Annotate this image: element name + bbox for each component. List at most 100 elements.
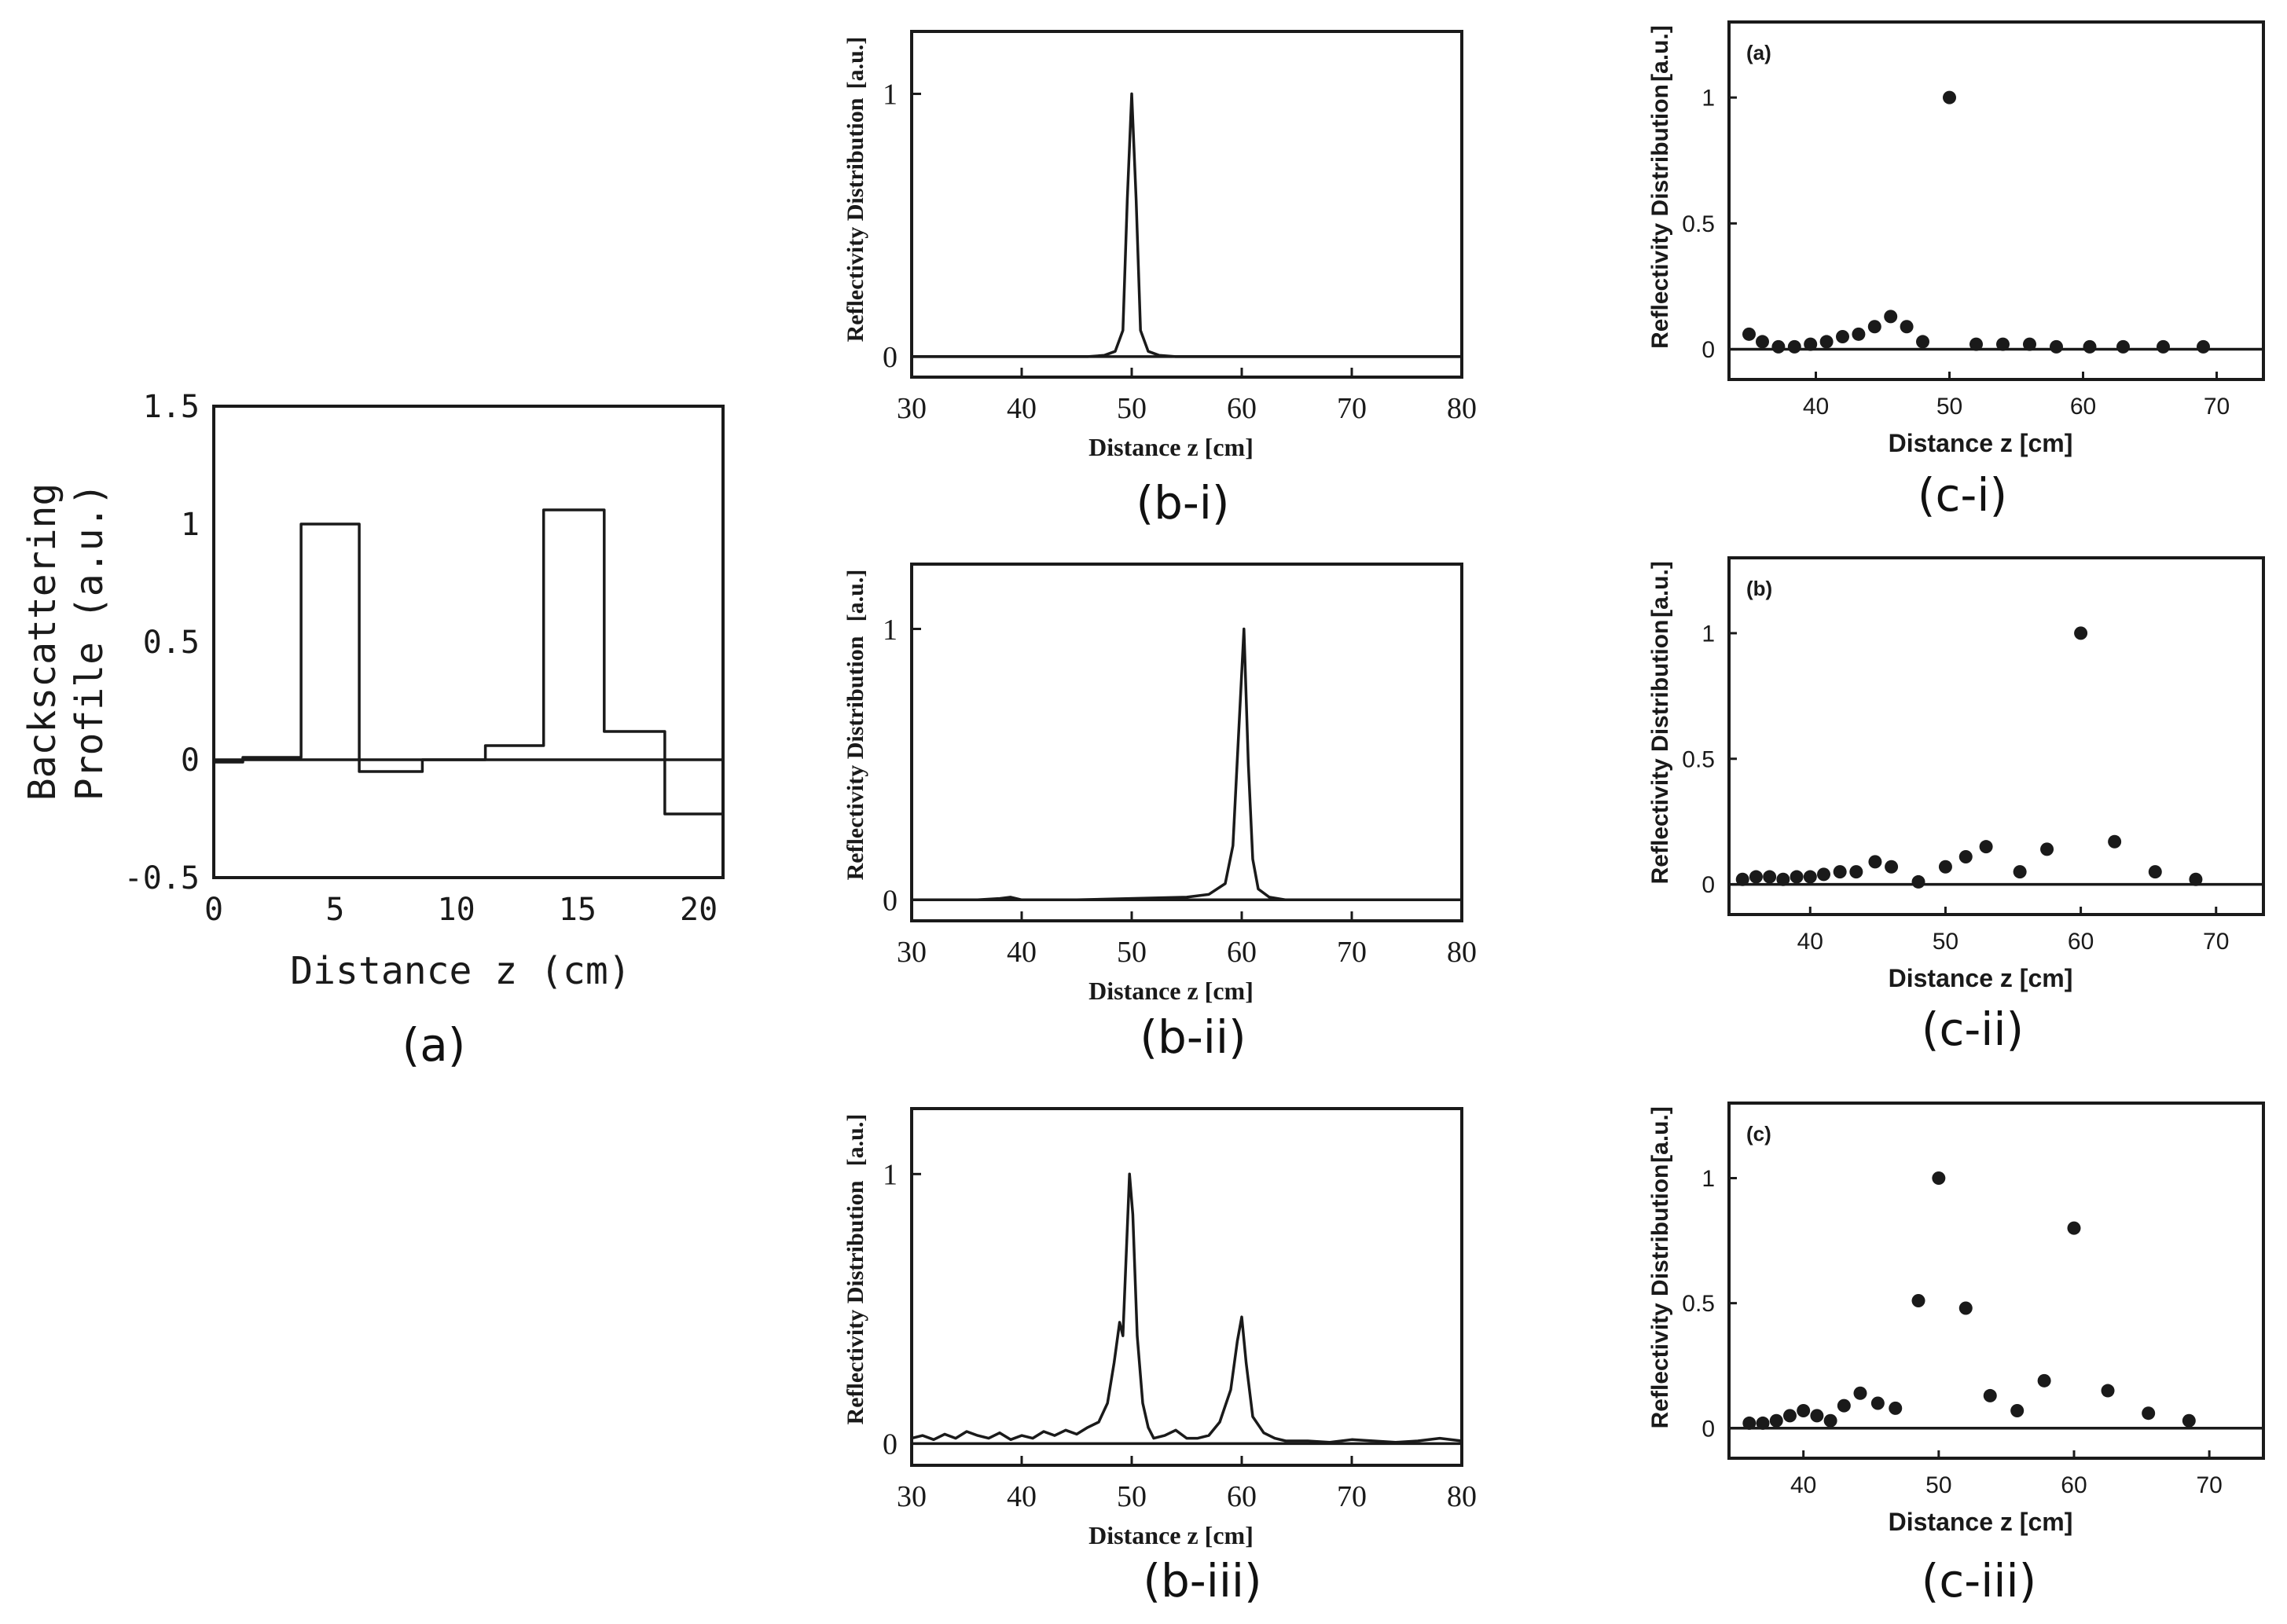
x-tick-label: 80 <box>1447 1480 1477 1513</box>
x-tick-label: 5 <box>325 892 344 928</box>
y-tick-label: 0 <box>181 742 200 779</box>
data-point <box>1852 327 1866 341</box>
plot-frame <box>910 1107 1463 1467</box>
x-tick-label: 50 <box>1933 929 1958 955</box>
x-tick-label: 50 <box>1117 936 1147 969</box>
plot-frame <box>910 30 1463 379</box>
data-point <box>2023 337 2036 351</box>
data-point <box>1868 855 1882 869</box>
y-tick-label: 0.5 <box>1682 211 1715 237</box>
data-point <box>1735 872 1749 886</box>
data-point <box>2010 1404 2025 1418</box>
x-tick-label: 70 <box>2196 1472 2222 1498</box>
data-point <box>1884 310 1898 324</box>
y-axis-label: Reflectivity Distribution <box>842 636 868 880</box>
x-tick-label: 40 <box>1790 1472 1816 1498</box>
x-tick-label: 40 <box>1797 929 1823 955</box>
x-axis-label: Distance z [cm] <box>1889 1508 2073 1536</box>
x-tick-label: 80 <box>1447 392 1477 425</box>
panel-caption: (c-i) <box>1918 468 2007 522</box>
panel-c-ii: 40 50 60 70 0 0.5 1 Distance z [cm] Reflectivity… <box>1647 556 2265 1056</box>
data-point <box>1900 320 1914 334</box>
y-axis-label: Reflectivity Distribution <box>842 1180 868 1424</box>
x-tick-label: 40 <box>1007 936 1037 969</box>
data-point <box>2142 1406 2156 1421</box>
x-tick-label: 0 <box>204 892 223 928</box>
data-point <box>1853 1386 1867 1400</box>
x-tick-label: 70 <box>1337 936 1367 969</box>
data-point <box>2013 865 2027 879</box>
x-tick-label: 70 <box>1337 392 1367 425</box>
data-point <box>2108 834 2122 849</box>
data-point <box>2189 872 2203 886</box>
data-point <box>1958 849 1973 863</box>
data-point <box>1849 865 1863 879</box>
data-point <box>1742 1416 1757 1430</box>
data-point <box>1943 90 1956 104</box>
data-point <box>1819 335 1834 349</box>
x-tick-label: 50 <box>1117 1480 1147 1513</box>
y-tick-label: 0.5 <box>1682 746 1715 772</box>
x-axis-label: Distance z [cm] <box>1088 1521 1254 1549</box>
data-point <box>2067 1221 2081 1235</box>
y-tick-label: 1 <box>1701 1166 1715 1192</box>
data-point <box>2074 626 2088 640</box>
data-point <box>1889 1401 1903 1415</box>
data-point <box>1749 870 1763 884</box>
data-point <box>1790 870 1804 884</box>
y-tick-label: 1 <box>1701 86 1715 112</box>
x-tick-label: 50 <box>1936 394 1962 420</box>
y-tick-label: 1 <box>883 614 898 647</box>
plot-frame <box>910 563 1463 922</box>
y-axis-unit: [a.u.] <box>1647 1106 1673 1163</box>
data-point <box>1742 327 1756 341</box>
panel-tag: (b) <box>1746 577 1772 600</box>
data-point <box>1804 337 1818 351</box>
x-axis-label: Distance z (cm) <box>290 949 630 993</box>
data-point <box>2148 865 2162 879</box>
y-tick-label: 0 <box>1701 872 1715 898</box>
panel-caption: (c-iii) <box>1922 1554 2036 1608</box>
data-point <box>2197 339 2210 354</box>
data-point <box>2037 1373 2051 1388</box>
x-tick-label: 50 <box>1117 392 1147 425</box>
data-point <box>1833 865 1847 879</box>
x-tick-label: 20 <box>680 892 718 928</box>
data-point <box>1810 1409 1824 1423</box>
x-tick-label: 60 <box>2070 394 2096 420</box>
data-point <box>1756 1416 1770 1430</box>
x-tick-label: 70 <box>2203 929 2229 955</box>
plot-frame <box>1727 1102 2265 1460</box>
data-point <box>2040 842 2054 856</box>
panel-tag: (a) <box>1746 41 1771 64</box>
data-point <box>1782 1409 1797 1423</box>
x-tick-label: 40 <box>1803 394 1829 420</box>
data-point <box>1787 339 1801 354</box>
data-point <box>1979 840 1993 854</box>
x-tick-label: 10 <box>437 892 475 928</box>
data-point <box>1763 870 1777 884</box>
data-point <box>1771 339 1786 354</box>
data-point <box>1776 872 1790 886</box>
series-line <box>912 92 1462 358</box>
panel-tag: (c) <box>1746 1122 1771 1146</box>
x-tick-label: 30 <box>897 1480 927 1513</box>
panel-caption: (c-ii) <box>1922 1003 2024 1056</box>
x-tick-label: 60 <box>1227 936 1257 969</box>
plot-frame <box>212 405 725 879</box>
panel-caption: (b-i) <box>1136 476 1229 530</box>
x-tick-label: 50 <box>1925 1472 1951 1498</box>
y-axis-unit: [a.u.] <box>842 570 868 622</box>
y-axis-label: Reflectivity Distribution <box>1647 620 1673 885</box>
data-point <box>1823 1413 1837 1428</box>
data-point <box>1803 870 1817 884</box>
x-axis-label: Distance z [cm] <box>1088 977 1254 1005</box>
data-point <box>2116 339 2130 354</box>
y-axis-unit: [a.u.] <box>1647 25 1673 82</box>
y-tick-label: 1 <box>1701 621 1715 647</box>
plot-frame <box>1727 20 2265 381</box>
series-line <box>912 627 1462 902</box>
data-point <box>1797 1404 1811 1418</box>
